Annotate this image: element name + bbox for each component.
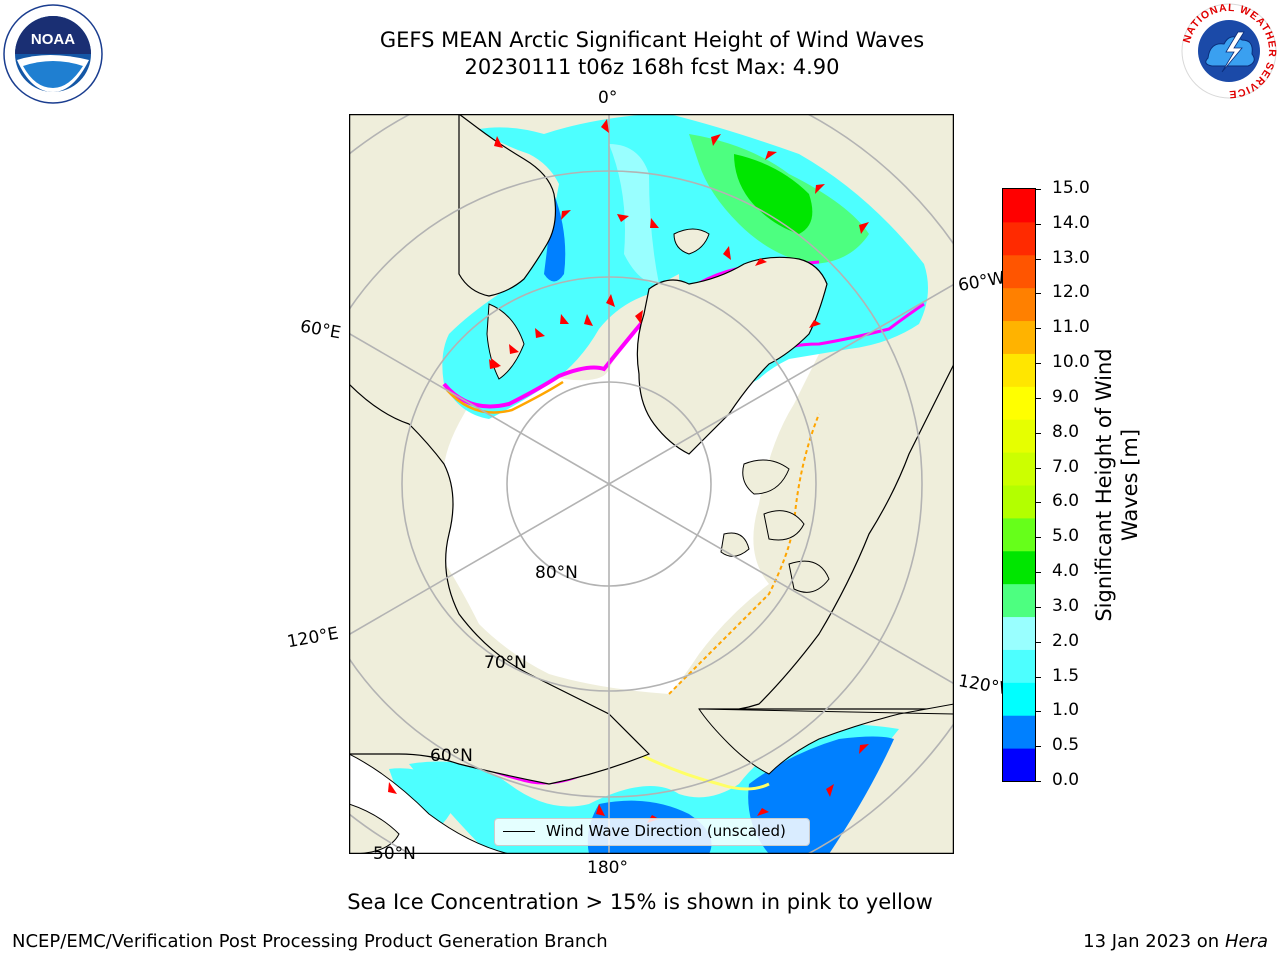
colorbar-segment [1003, 649, 1035, 683]
map-legend: Wind Wave Direction (unscaled) [494, 818, 810, 846]
colorbar-tick-mark [1035, 502, 1041, 504]
graticule [349, 114, 954, 854]
colorbar-segment [1003, 320, 1035, 354]
colorbar-tick-label: 2.0 [1052, 630, 1080, 651]
colorbar-tick-mark [1035, 258, 1041, 260]
colorbar-segment [1003, 748, 1035, 782]
sea-ice-note: Sea Ice Concentration > 15% is shown in … [347, 890, 933, 914]
colorbar-tick-mark [1035, 606, 1041, 608]
colorbar-segment [1003, 189, 1035, 223]
colorbar-tick-label: 9.0 [1052, 386, 1080, 407]
colorbar-segment [1003, 616, 1035, 650]
colorbar-segment [1003, 287, 1035, 322]
colorbar-tick-label: 1.5 [1052, 665, 1080, 686]
noaa-logo: NOAA [3, 4, 103, 104]
map-subtitle: 20230111 t06z 168h fcst Max: 4.90 [464, 55, 840, 79]
map-title: GEFS MEAN Arctic Significant Height of W… [379, 28, 925, 52]
north-america [698, 363, 954, 712]
colorbar-tick-label: 14.0 [1052, 212, 1090, 233]
colorbar-tick-label: 6.0 [1052, 491, 1080, 512]
colorbar-tick-label: 3.0 [1052, 595, 1080, 616]
label-50n: 50°N [373, 844, 416, 864]
colorbar-tick-label: 5.0 [1052, 526, 1080, 547]
footer-date-text: 13 Jan 2023 on [1083, 931, 1225, 952]
colorbar-tick-label: 10.0 [1052, 352, 1090, 373]
label-180: 180° [587, 858, 628, 878]
label-0: 0° [598, 88, 618, 108]
scandinavia [458, 114, 557, 297]
map-frame [348, 113, 955, 855]
colorbar-segment [1003, 583, 1035, 618]
colorbar-segment [1003, 715, 1035, 749]
nws-logo: NATIONAL WEATHER SERVICE [1180, 2, 1278, 100]
legend-line-sample [503, 831, 535, 832]
colorbar-tick-label: 1.0 [1052, 700, 1080, 721]
colorbar-segment [1003, 254, 1035, 289]
colorbar-tick-label: 11.0 [1052, 317, 1090, 338]
label-60n: 60°N [430, 746, 473, 766]
colorbar-segment [1003, 485, 1035, 519]
noaa-logo-text: NOAA [31, 31, 75, 48]
colorbar-tick-label: 7.0 [1052, 456, 1080, 477]
colorbar-tick-mark [1035, 397, 1041, 399]
colorbar-tick-mark [1035, 746, 1041, 748]
colorbar-segment [1003, 550, 1035, 585]
footer-credit: NCEP/EMC/Verification Post Processing Pr… [12, 931, 608, 952]
label-70n: 70°N [484, 653, 527, 673]
colorbar-tick-mark [1035, 572, 1041, 574]
colorbar-tick-mark [1035, 537, 1041, 539]
colorbar-tick-mark [1035, 189, 1041, 190]
colorbar-segment [1003, 419, 1035, 453]
colorbar-tick-label: 4.0 [1052, 561, 1080, 582]
colorbar-tick-label: 0.0 [1052, 770, 1080, 790]
colorbar-tick-mark [1035, 363, 1041, 365]
colorbar-tick-label: 8.0 [1052, 421, 1080, 442]
colorbar-segment [1003, 517, 1035, 552]
polar-map [348, 113, 955, 855]
colorbar-tick-label: 12.0 [1052, 282, 1090, 303]
colorbar-tick-mark [1035, 328, 1041, 330]
colorbar-tick-mark [1035, 293, 1041, 295]
colorbar-tick-label: 13.0 [1052, 247, 1090, 268]
label-120e: 120°E [285, 623, 341, 653]
colorbar-tick-mark [1035, 223, 1041, 225]
colorbar-svg [1003, 189, 1035, 782]
colorbar-tick-mark [1035, 467, 1041, 469]
colorbar-segment [1003, 353, 1035, 387]
colorbar-segment [1003, 682, 1035, 716]
colorbar [1002, 188, 1036, 782]
label-80n: 80°N [535, 563, 578, 583]
colorbar-tick-mark [1035, 432, 1041, 434]
label-60e: 60°E [298, 316, 343, 344]
greenland [636, 256, 828, 455]
colorbar-segment [1003, 386, 1035, 420]
colorbar-tick-mark [1035, 711, 1041, 713]
map-svg [348, 113, 955, 855]
legend-label: Wind Wave Direction (unscaled) [546, 822, 786, 840]
svalbard [673, 228, 710, 255]
label-60w: 60°W [956, 268, 1007, 296]
footer-host: Hera [1224, 931, 1268, 952]
colorbar-tick-mark [1035, 641, 1041, 643]
colorbar-tick-mark [1035, 676, 1041, 678]
footer-date: 13 Jan 2023 on Hera [1083, 931, 1268, 952]
colorbar-tick-mark [1035, 781, 1041, 782]
colorbar-tick-label: 15.0 [1052, 178, 1090, 198]
colorbar-label: Significant Height of Wind Waves [m] [1092, 348, 1142, 622]
colorbar-segment [1003, 452, 1035, 486]
colorbar-segment [1003, 221, 1035, 256]
colorbar-tick-label: 0.5 [1052, 735, 1080, 756]
